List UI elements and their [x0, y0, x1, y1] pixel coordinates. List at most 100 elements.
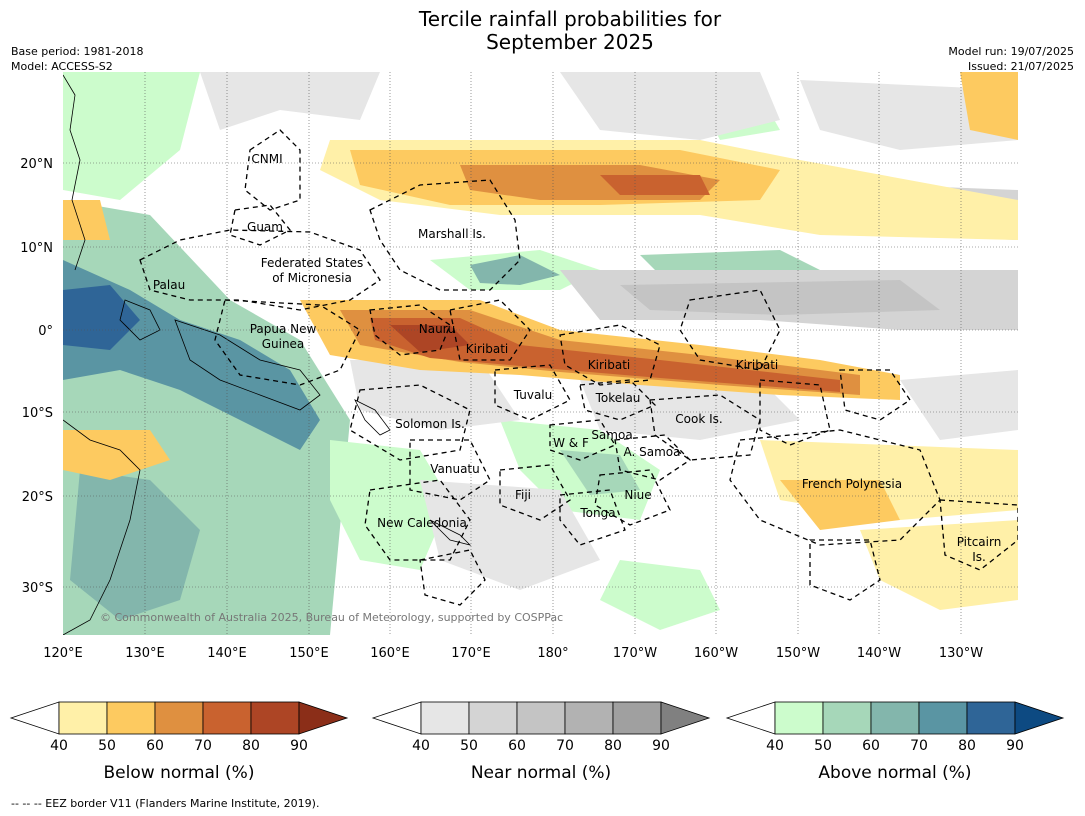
colorbar-label: Below normal (%): [104, 763, 255, 783]
region-label: Kiribati: [588, 358, 630, 372]
colorbar-swatch: [106, 701, 156, 735]
colorbar-swatch: [612, 701, 662, 735]
y-tick-label: 10°N: [20, 241, 53, 256]
map-area: © Commonwealth of Australia 2025, Bureau…: [63, 72, 1018, 635]
colorbar-swatch: [966, 701, 1016, 735]
x-tick-label: 130°W: [939, 646, 983, 661]
colorbar-tick: 40: [766, 738, 784, 754]
region-label: Solomon Is.: [395, 417, 465, 431]
y-tick-label: 30°S: [22, 581, 53, 596]
region-label: Palau: [153, 278, 185, 292]
region-label: Guinea: [262, 337, 305, 351]
colorbar-tick: 50: [98, 738, 116, 754]
colorbar-swatch: [660, 701, 711, 735]
y-tick-label: 20°S: [22, 490, 53, 505]
region-label: CNMI: [251, 152, 282, 166]
region-label: Tuvalu: [513, 388, 553, 402]
region-label: French Polynesia: [802, 477, 902, 491]
region-label: of Micronesia: [272, 271, 352, 285]
colorbar-swatch: [870, 701, 920, 735]
colorbar-tick: 80: [958, 738, 976, 754]
colorbar-swatch: [154, 701, 204, 735]
region-label: Tokelau: [595, 391, 641, 405]
x-tick-label: 130°E: [125, 646, 165, 661]
region-label: Guam: [247, 220, 283, 234]
region-label: Cook Is.: [675, 412, 722, 426]
colorbar-swatch: [58, 701, 108, 735]
x-axis: 120°E 130°E 140°E 150°E 160°E 170°E 180°…: [43, 646, 983, 661]
x-tick-label: 150°W: [776, 646, 820, 661]
colorbar-swatch: [516, 701, 566, 735]
below-normal-fields: [63, 72, 1018, 610]
colorbar-tick: 90: [652, 738, 670, 754]
colorbar-swatch: [202, 701, 252, 735]
meta-left: Base period: 1981-2018 Model: ACCESS-S2: [11, 44, 143, 74]
x-tick-label: 120°E: [43, 646, 83, 661]
colorbar-swatch: [822, 701, 872, 735]
y-tick-label: 0°: [38, 324, 53, 339]
colorbar-tick: 60: [508, 738, 526, 754]
colorbar-swatch: [918, 701, 968, 735]
coastlines: [63, 74, 472, 635]
region-label: Papua New: [250, 322, 317, 336]
region-label: W & F: [553, 436, 589, 450]
colorbar-swatch: [468, 701, 518, 735]
region-label: Kiribati: [466, 342, 508, 356]
region-label: Vanuatu: [430, 462, 480, 476]
colorbar-near-normal: 40 50 60 70 80 90 Near normal (%): [371, 701, 711, 783]
map-title: Tercile rainfall probabilities for Septe…: [0, 8, 1085, 54]
region-label: New Caledonia: [377, 516, 467, 530]
y-tick-label: 20°N: [20, 157, 53, 172]
colorbar-swatch: [298, 701, 349, 735]
region-label: Marshall Is.: [418, 227, 486, 241]
region-label: Is.: [972, 550, 986, 564]
map-title-line1: Tercile rainfall probabilities for: [418, 7, 722, 31]
model-name: Model: ACCESS-S2: [11, 60, 113, 73]
region-labels: CNMI Guam Marshall Is. Federated States …: [153, 152, 1001, 564]
issued-date: Issued: 21/07/2025: [967, 60, 1074, 73]
x-tick-label: 180°: [537, 646, 568, 661]
region-label: Nauru: [419, 322, 455, 336]
colorbar-tick: 40: [412, 738, 430, 754]
base-period: Base period: 1981-2018: [11, 45, 144, 58]
colorbar-below-normal: 40 50 60 70 80 90 Below normal (%): [9, 701, 349, 783]
colorbar-tick: 70: [556, 738, 574, 754]
x-tick-label: 150°E: [289, 646, 329, 661]
region-label: A. Samoa: [624, 445, 681, 459]
meta-right: Model run: 19/07/2025 Issued: 21/07/2025: [948, 44, 1074, 74]
colorbar-swatch: [1014, 701, 1065, 735]
colorbar-tick: 70: [194, 738, 212, 754]
region-label: Tonga: [579, 506, 615, 520]
x-tick-label: 140°E: [207, 646, 247, 661]
colorbar-tick: 70: [910, 738, 928, 754]
map-title-line2: September 2025: [486, 30, 654, 54]
y-axis: 20°N 10°N 0° 10°S 20°S 30°S: [20, 157, 53, 596]
colorbar-tick: 50: [814, 738, 832, 754]
footnote: -- -- -- EEZ border V11 (Flanders Marine…: [11, 797, 320, 810]
colorbar-swatch: [250, 701, 300, 735]
gridlines: [63, 72, 1018, 635]
region-label: Fiji: [515, 488, 531, 502]
colorbar-swatch: [420, 701, 470, 735]
colorbar-tick: 60: [862, 738, 880, 754]
colorbar-tick: 90: [290, 738, 308, 754]
colorbar-swatch: [774, 701, 824, 735]
region-label: Kiribati: [736, 358, 778, 372]
colorbar-tick: 80: [242, 738, 260, 754]
colorbar-swatch: [564, 701, 614, 735]
region-label: Pitcairn: [957, 535, 1002, 549]
colorbar-tick: 60: [146, 738, 164, 754]
copyright-notice: © Commonwealth of Australia 2025, Bureau…: [100, 611, 563, 624]
colorbar-tick: 80: [604, 738, 622, 754]
above-normal-fields: [63, 72, 820, 635]
colorbar-tick: 50: [460, 738, 478, 754]
colorbar-above-normal: 40 50 60 70 80 90 Above normal (%): [725, 701, 1065, 783]
region-label: Federated States: [261, 256, 363, 270]
region-label: Samoa: [591, 428, 632, 442]
colorbar-tick: 40: [50, 738, 68, 754]
y-tick-label: 10°S: [22, 406, 53, 421]
colorbar-label: Near normal (%): [471, 763, 611, 783]
model-run: Model run: 19/07/2025: [948, 45, 1074, 58]
x-tick-label: 160°E: [370, 646, 410, 661]
